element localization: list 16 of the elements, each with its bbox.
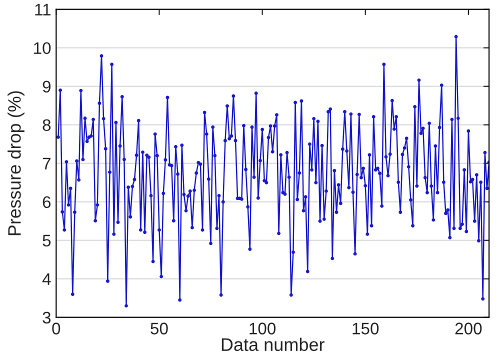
y-tick-label: 10 bbox=[34, 42, 51, 54]
x-tick-label: 100 bbox=[250, 322, 276, 334]
x-axis-title: Data number bbox=[222, 338, 324, 352]
x-tick-label: 200 bbox=[455, 322, 482, 334]
y-tick-label: 4 bbox=[42, 273, 51, 285]
y-tick-label: 5 bbox=[42, 234, 51, 247]
x-tick-label: 50 bbox=[150, 322, 168, 334]
y-tick-label: 9 bbox=[42, 80, 51, 93]
x-tick-label: 150 bbox=[352, 322, 379, 334]
y-tick-label: 6 bbox=[42, 196, 51, 208]
y-axis-title: Pressure drop (%) bbox=[8, 91, 24, 236]
y-tick-label: 8 bbox=[42, 119, 51, 132]
y-tick-label: 7 bbox=[42, 158, 50, 170]
x-tick-label: 0 bbox=[52, 322, 60, 334]
y-tick-label: 11 bbox=[35, 4, 50, 16]
y-tick-label: 3 bbox=[42, 312, 51, 324]
